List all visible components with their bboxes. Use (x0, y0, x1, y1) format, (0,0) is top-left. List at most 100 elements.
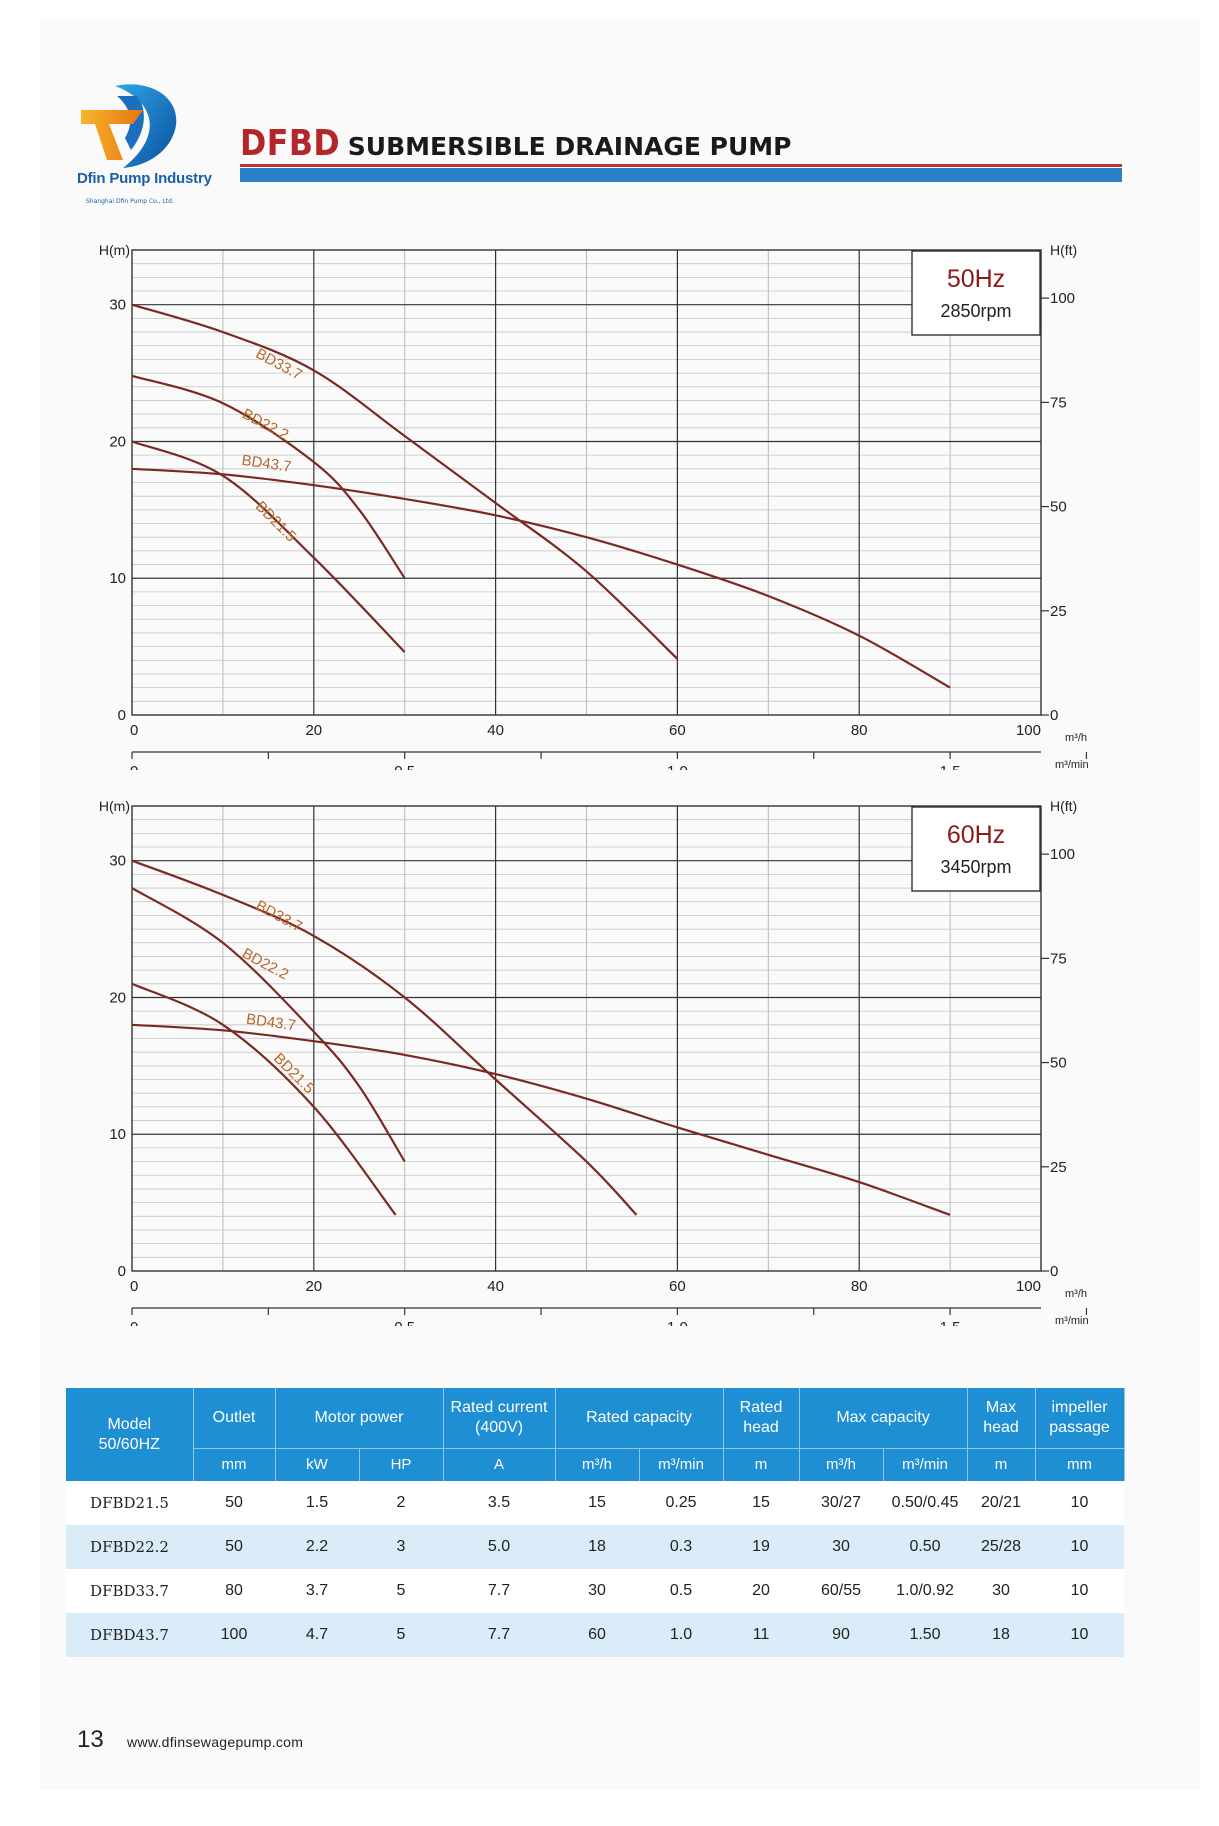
y-tick-label: 30 (109, 297, 126, 314)
table-cell: 18 (967, 1613, 1036, 1657)
x-tick-label: 20 (305, 1278, 322, 1295)
curve-label: BD33.7 (253, 345, 305, 384)
y2-tick-label: 100 (1050, 290, 1075, 307)
y-tick-label: 0 (118, 707, 126, 724)
table-cell: 30 (799, 1525, 884, 1569)
table-cell: 0.5 (639, 1569, 724, 1613)
title-underline-blue (240, 168, 1122, 182)
cell-model: DFBD21.5 (66, 1481, 193, 1525)
table-cell: 7.7 (443, 1569, 556, 1613)
table-cell: 50 (193, 1525, 275, 1569)
table-cell: 20/21 (967, 1481, 1036, 1525)
curve-bd22-2 (131, 887, 406, 1163)
y2-tick-label: 0 (1050, 707, 1058, 724)
table-cell: 5 (359, 1569, 444, 1613)
frequency-label: 50Hz (947, 265, 1005, 293)
x2-tick-label: 1.5 (940, 1319, 961, 1326)
unit-max-cap-min: m³/min (883, 1448, 968, 1481)
y2-tick-label: 0 (1050, 1263, 1058, 1280)
x2-unit-label: m³/min (1055, 759, 1089, 770)
table-cell: 10 (1035, 1613, 1125, 1657)
table-cell: 1.5 (275, 1481, 359, 1525)
speed-info-box (911, 250, 1041, 336)
curve-label: BD43.7 (241, 452, 293, 476)
header-impeller-passage: impeller passage (1035, 1388, 1125, 1449)
y2-tick-label: 25 (1050, 1159, 1067, 1176)
x-tick-label: 0 (130, 1278, 138, 1295)
x2-tick-label: 0 (130, 1319, 138, 1326)
table-cell: 11 (723, 1613, 800, 1657)
unit-impeller: mm (1035, 1448, 1125, 1481)
x2-unit-label: m³/min (1055, 1315, 1089, 1326)
cell-model: DFBD22.2 (66, 1525, 193, 1569)
table-cell: 10 (1035, 1525, 1125, 1569)
unit-max-head: m (967, 1448, 1036, 1481)
header-motor-power: Motor power (275, 1388, 444, 1449)
curve-bd43-7 (131, 1023, 951, 1216)
rpm-label: 3450rpm (940, 857, 1011, 877)
x-tick-label: 100 (1016, 722, 1041, 739)
table-cell: 0.50/0.45 (883, 1481, 968, 1525)
header-rated-capacity: Rated capacity (555, 1388, 724, 1449)
table-cell: 15 (555, 1481, 640, 1525)
table-cell: 30 (555, 1569, 640, 1613)
table-cell: 100 (193, 1613, 275, 1657)
chart-50hz: 0 10 20 30 H(m) 0 25 50 75 100 H(ft) 0 20 40 60 80 100 m³… (99, 242, 1089, 770)
cell-model: DFBD43.7 (66, 1613, 193, 1657)
x-tick-label: 0 (130, 722, 138, 739)
unit-rated-head: m (723, 1448, 800, 1481)
x-tick-label: 80 (851, 1278, 868, 1295)
company-logo (75, 78, 225, 218)
table-cell: 0.50 (883, 1525, 968, 1569)
table-cell: 60 (555, 1613, 640, 1657)
table-cell: 7.7 (443, 1613, 556, 1657)
x-tick-label: 60 (669, 722, 686, 739)
speed-info-box (911, 806, 1041, 892)
unit-max-cap-h: m³/h (799, 1448, 884, 1481)
unit-rated-cap-min: m³/min (639, 1448, 724, 1481)
table-cell: 15 (723, 1481, 800, 1525)
curve-label: BD43.7 (245, 1011, 297, 1035)
curve-bd33-7 (131, 859, 638, 1216)
table-cell: 1.0/0.92 (883, 1569, 968, 1613)
unit-current: A (443, 1448, 556, 1481)
x2-tick-label: 0.5 (394, 1319, 415, 1326)
table-row: DFBD22.2 50 2.2 3 5.0 18 0.3 19 30 0.50 … (66, 1525, 1125, 1569)
title-brand: DFBD (240, 123, 341, 164)
header-max-head: Max head (967, 1388, 1036, 1449)
table-row: DFBD33.7 80 3.7 5 7.7 30 0.5 20 60/55 1.… (66, 1569, 1125, 1613)
unit-rated-cap-h: m³/h (555, 1448, 640, 1481)
table-cell: 30 (967, 1569, 1036, 1613)
table-cell: 90 (799, 1613, 884, 1657)
x-tick-label: 40 (487, 722, 504, 739)
plot-frame (131, 249, 1042, 716)
y2-tick-label: 50 (1050, 1055, 1067, 1072)
table-cell: 0.25 (639, 1481, 724, 1525)
y2-axis-label: H(ft) (1050, 242, 1077, 258)
page-title: DFBD SUBMERSIBLE DRAINAGE PUMP (240, 123, 792, 164)
x2-tick-label: 1.5 (940, 763, 961, 770)
x2-tick-label: 0.5 (394, 763, 415, 770)
unit-hp: HP (359, 1448, 444, 1481)
y2-tick-label: 75 (1050, 950, 1067, 967)
table-cell: 2 (359, 1481, 444, 1525)
y-tick-label: 0 (118, 1263, 126, 1280)
x-tick-label: 20 (305, 722, 322, 739)
y2-tick-label: 25 (1050, 603, 1067, 620)
table-cell: 1.0 (639, 1613, 724, 1657)
curve-bd43-7 (131, 467, 951, 689)
header-outlet: Outlet (193, 1388, 276, 1449)
logo-company-subtitle: Shanghai Dfin Pump Co., Ltd. (86, 198, 174, 205)
y2-tick-label: 100 (1050, 846, 1075, 863)
x-tick-label: 40 (487, 1278, 504, 1295)
y2-axis-label: H(ft) (1050, 798, 1077, 814)
table-cell: 30/27 (799, 1481, 884, 1525)
frequency-label: 60Hz (947, 821, 1005, 849)
curve-label: BD21.5 (252, 498, 299, 545)
x-unit-label: m³/h (1065, 1288, 1087, 1300)
table-row: DFBD43.7 100 4.7 5 7.7 60 1.0 11 90 1.50… (66, 1613, 1125, 1657)
y2-tick-label: 75 (1050, 394, 1067, 411)
table-cell: 10 (1035, 1569, 1125, 1613)
website-url: www.dfinsewagepump.com (127, 1734, 304, 1750)
curve-label: BD22.2 (239, 405, 291, 444)
